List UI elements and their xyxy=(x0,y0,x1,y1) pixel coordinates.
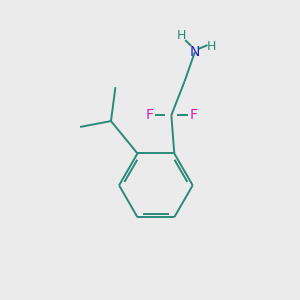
Text: N: N xyxy=(190,45,200,59)
Text: H: H xyxy=(177,29,186,42)
Text: F: F xyxy=(145,108,153,122)
Text: H: H xyxy=(206,40,216,53)
Text: F: F xyxy=(189,108,197,122)
